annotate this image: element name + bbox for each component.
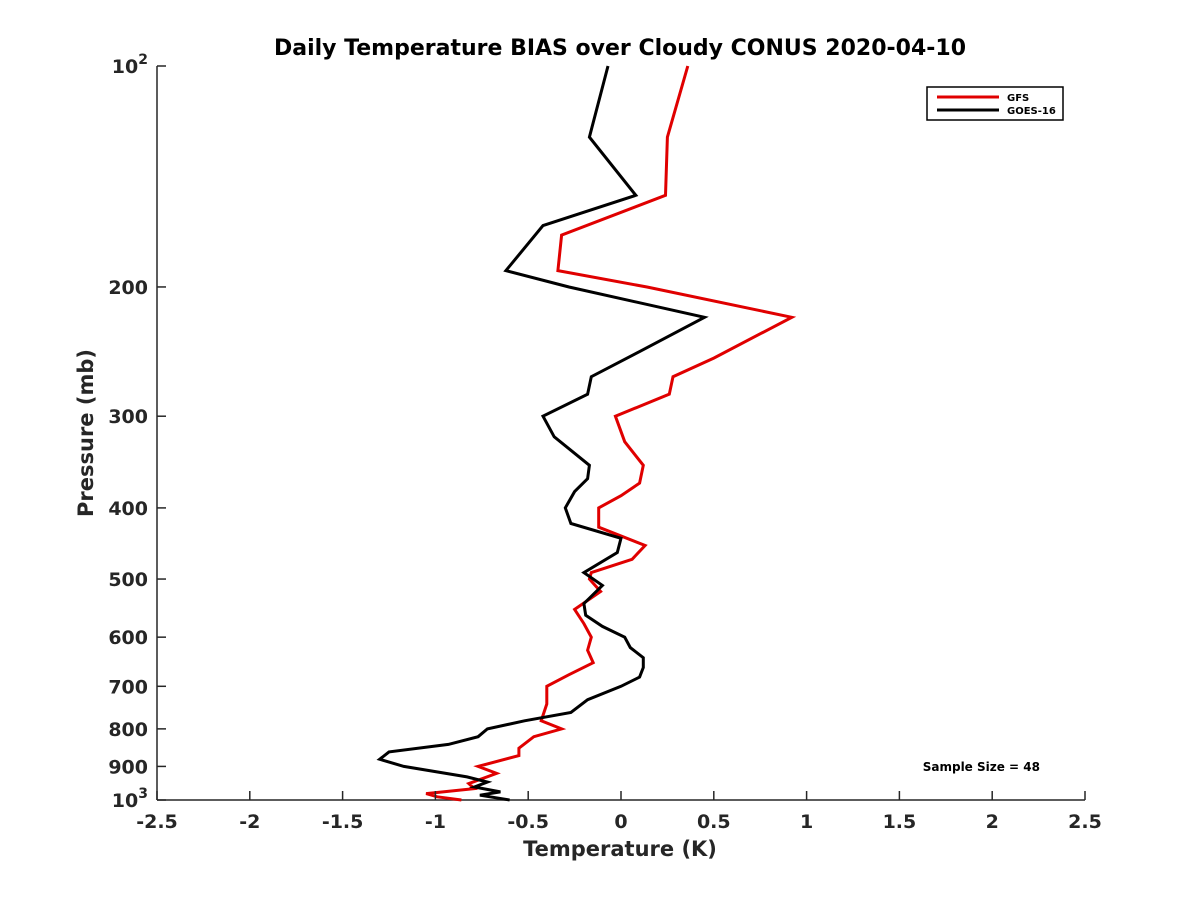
y-tick-label: 700 [108, 676, 148, 698]
y-axis-label: Pressure (mb) [74, 349, 98, 517]
y-tick-label: 600 [108, 627, 148, 649]
legend-box [926, 86, 1064, 121]
x-tick-label: -1.5 [322, 811, 364, 833]
x-tick-label: 0 [614, 811, 627, 833]
x-tick-label: -0.5 [507, 811, 549, 833]
y-tick-label: 300 [108, 406, 148, 428]
legend-label-gfs: GFS [1007, 93, 1029, 104]
series-layer [376, 65, 797, 802]
y-tick-label: 200 [108, 277, 148, 299]
x-tick-label: -2.5 [136, 811, 178, 833]
sample-size-annotation: Sample Size = 48 [923, 760, 1040, 774]
y-tick-label: 800 [108, 719, 148, 741]
y-tick-label: 102 [112, 52, 148, 78]
x-tick-label: 0.5 [697, 811, 731, 833]
x-tick-label: 1 [800, 811, 813, 833]
y-axis-ticks: 102 200 300 400 500 600 700 800 900 103 [108, 52, 166, 812]
x-axis-ticks: -2.5 -2 -1.5 -1 -0.5 0 0.5 1 1.5 2 2.5 [136, 791, 1102, 833]
chart-title: Daily Temperature BIAS over Cloudy CONUS… [274, 36, 966, 61]
x-axis-label: Temperature (K) [523, 837, 717, 861]
x-tick-label: 2 [986, 811, 999, 833]
series-line-goes-16 [376, 65, 709, 802]
x-tick-label: -1 [425, 811, 446, 833]
y-tick-label: 500 [108, 569, 148, 591]
legend: GFS GOES-16 [926, 86, 1064, 121]
y-tick-label: 400 [108, 498, 148, 520]
x-tick-label: 2.5 [1068, 811, 1102, 833]
x-tick-label: -2 [239, 811, 260, 833]
y-tick-label: 900 [108, 756, 148, 778]
legend-label-goes-16: GOES-16 [1007, 106, 1056, 117]
y-tick-label: 103 [112, 786, 148, 812]
series-line-gfs [425, 65, 797, 802]
x-tick-label: 1.5 [883, 811, 917, 833]
